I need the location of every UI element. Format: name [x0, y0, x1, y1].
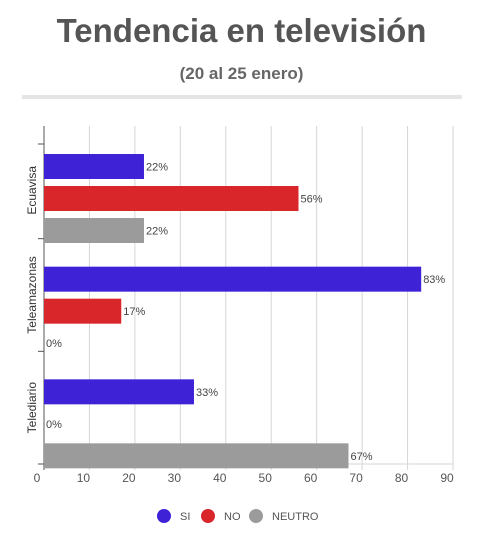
legend-label-neutro: NEUTRO — [272, 511, 319, 523]
legend-swatch-si — [157, 509, 171, 523]
bar-si — [44, 154, 144, 179]
data-label: 22% — [146, 226, 168, 238]
x-tick-label: 60 — [304, 471, 318, 485]
x-tick-label: 90 — [440, 471, 454, 485]
x-tick-label: 40 — [213, 471, 227, 485]
x-tick-label: 30 — [168, 471, 182, 485]
bar-si — [44, 266, 422, 292]
data-label: 17% — [123, 306, 145, 318]
x-tick-label: 20 — [122, 471, 136, 485]
x-tick-label: 50 — [259, 471, 273, 485]
data-label: 56% — [300, 194, 322, 206]
bar-no — [44, 298, 122, 324]
legend-label-no: NO — [224, 511, 241, 523]
title-divider — [22, 95, 462, 99]
data-label: 22% — [146, 162, 168, 174]
y-category-label: Telediario — [25, 382, 39, 434]
legend-swatch-neutro — [249, 509, 263, 523]
x-tick-label: 0 — [34, 471, 41, 485]
data-label: 33% — [196, 387, 218, 399]
bar-no — [44, 186, 299, 211]
chart-title: Tendencia en televisión — [56, 12, 427, 49]
x-tick-label: 70 — [349, 471, 363, 485]
bar-neutro — [44, 443, 349, 469]
x-tick-label: 10 — [77, 471, 91, 485]
data-label: 67% — [350, 451, 372, 463]
data-label: 0% — [46, 338, 62, 350]
chart-subtitle: (20 al 25 enero) — [179, 64, 304, 83]
legend-swatch-no — [201, 509, 215, 523]
data-label: 83% — [423, 274, 445, 286]
y-category-label: Teleamazonas — [25, 256, 39, 333]
bar-si — [44, 379, 194, 405]
legend-label-si: SI — [180, 511, 190, 523]
bar-neutro — [44, 218, 144, 243]
y-category-label: Ecuavisa — [25, 166, 39, 215]
data-label: 0% — [46, 419, 62, 431]
x-tick-label: 80 — [395, 471, 409, 485]
